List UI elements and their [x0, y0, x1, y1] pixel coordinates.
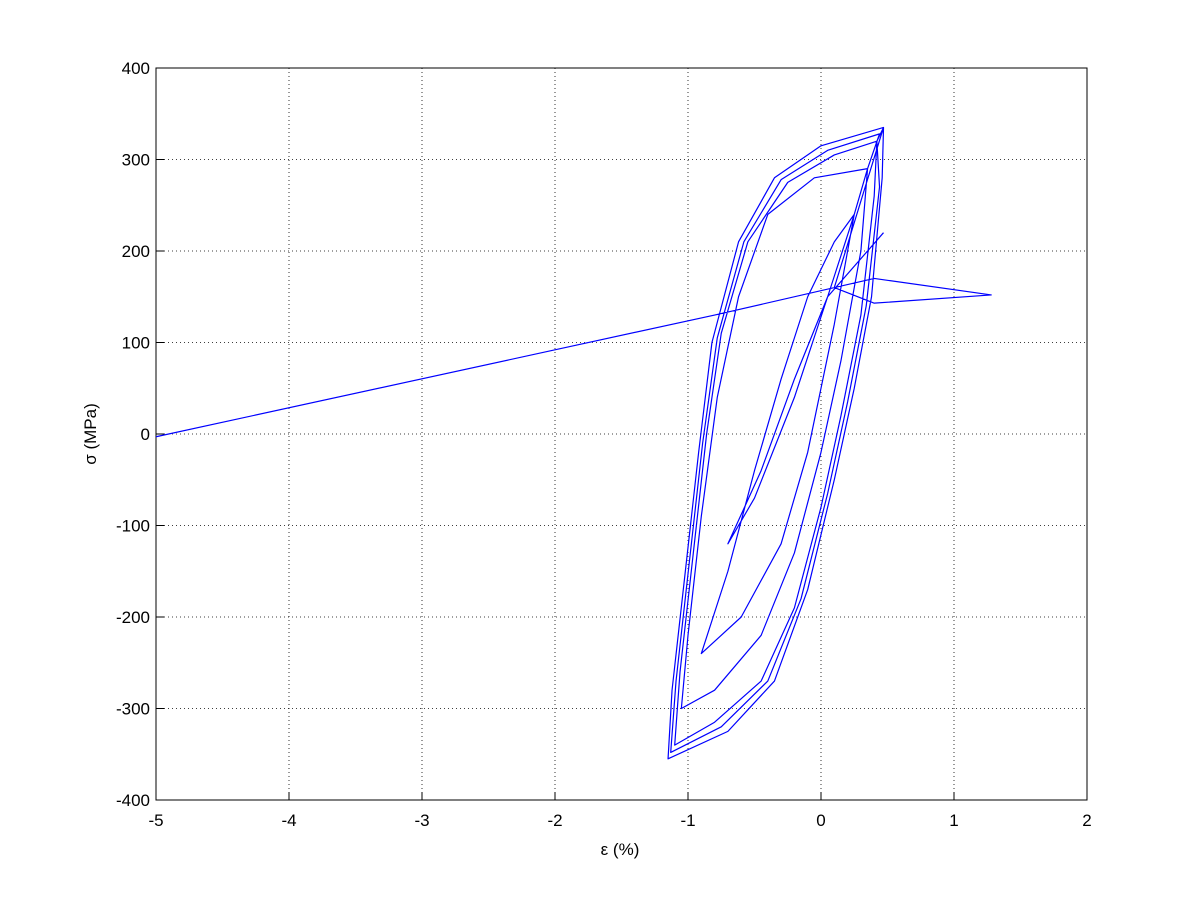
x-tick-label: -2 [547, 811, 562, 830]
y-tick-label: -200 [116, 608, 150, 627]
x-tick-label: 0 [816, 811, 825, 830]
y-tick-label: 100 [122, 334, 150, 353]
y-tick-label: 400 [122, 59, 150, 78]
y-tick-label: -300 [116, 700, 150, 719]
data-line [155, 126, 992, 760]
x-tick-label: 2 [1082, 811, 1091, 830]
x-tick-label: -4 [281, 811, 296, 830]
y-tick-label: 0 [141, 425, 150, 444]
y-tick-label: 300 [122, 151, 150, 170]
plot-frame [155, 67, 1088, 801]
y-tick-label: -400 [116, 791, 150, 810]
x-axis-label: ε (%) [601, 840, 640, 859]
y-tick-label: 200 [122, 242, 150, 261]
x-tick-label: 1 [949, 811, 958, 830]
y-tick-label: -100 [116, 517, 150, 536]
x-tick-label: -5 [148, 811, 163, 830]
y-axis-label: σ (MPa) [81, 403, 100, 465]
x-tick-label: -1 [680, 811, 695, 830]
x-tick-label: -3 [414, 811, 429, 830]
